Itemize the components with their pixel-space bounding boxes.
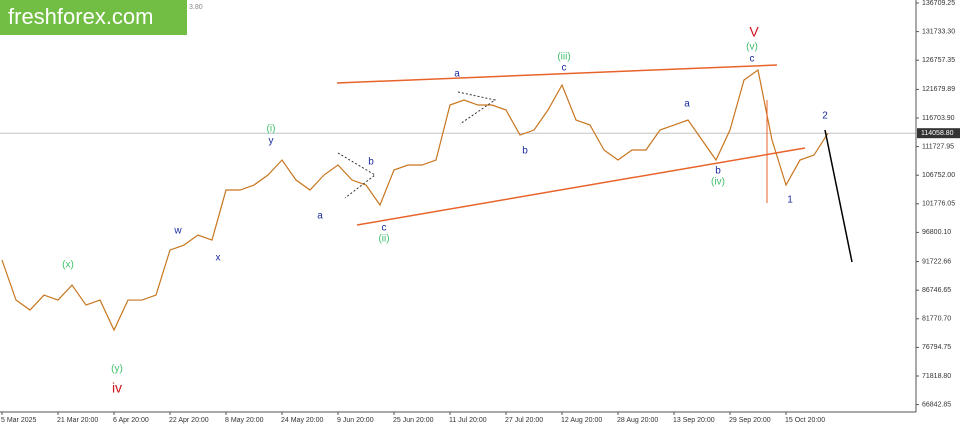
wave-label: b — [368, 157, 374, 168]
x-tick-label: 15 Oct 20:00 — [785, 417, 825, 424]
x-tick-label: 21 Mar 20:00 — [57, 417, 98, 424]
y-tick-label: 81770.70 — [922, 316, 951, 323]
wave-label: (iv) — [711, 177, 725, 188]
y-tick-label: 116703.90 — [922, 115, 955, 122]
triangle — [457, 91, 497, 125]
x-tick-label: 13 Sep 20:00 — [673, 417, 715, 424]
wave-label: (iii) — [557, 52, 570, 63]
wave-label: c — [750, 54, 755, 65]
x-tick-label: 5 Mar 2025 — [1, 417, 37, 424]
x-tick-label: 27 Jul 20:00 — [505, 417, 543, 424]
wave-label: a — [454, 69, 460, 80]
brand: freshforex.com — [8, 4, 154, 29]
wave-label: c — [562, 63, 567, 74]
forecast-line — [824, 129, 853, 263]
x-tick-label: 24 May 20:00 — [281, 417, 324, 424]
current-price-label: 114058.80 — [921, 130, 954, 137]
y-tick-label: 106752.00 — [922, 172, 955, 179]
x-tick-label: 28 Aug 20:00 — [617, 417, 658, 424]
y-tick-label: 96800.10 — [922, 229, 951, 236]
y-tick-label: 101776.05 — [922, 201, 955, 208]
x-tick-label: 8 May 20:00 — [225, 417, 264, 424]
trend-line — [336, 64, 778, 84]
current-price-box — [917, 128, 960, 139]
y-tick-label: 111727.95 — [922, 143, 954, 150]
header-fragment: 3.80 — [189, 4, 203, 11]
wave-label: V — [749, 24, 759, 40]
x-tick-label: 25 Jun 20:00 — [393, 417, 434, 424]
x-tick-label: 29 Sep 20:00 — [729, 417, 771, 424]
wave-label: x — [216, 253, 221, 264]
y-tick-label: 71818.80 — [922, 373, 951, 380]
y-tick-label: 126757.35 — [922, 57, 955, 64]
wave-label: (v) — [746, 42, 758, 53]
wave-label: (x) — [62, 260, 74, 271]
wave-label: y — [269, 136, 274, 147]
wave-label: (y) — [111, 364, 123, 375]
wave-label: 1 — [787, 195, 793, 206]
y-tick-label: 86746.65 — [922, 287, 951, 294]
wave-label: 2 — [822, 111, 828, 122]
wave-label: b — [715, 166, 721, 177]
price-line — [1, 68, 829, 332]
triangle — [337, 152, 376, 199]
y-tick-label: 136709.25 — [922, 0, 955, 7]
wave-label: c — [382, 223, 387, 234]
y-tick-label: 66842.85 — [922, 401, 951, 408]
trend-line — [356, 147, 806, 226]
wave-label: a — [684, 99, 690, 110]
wave-label: (ii) — [378, 234, 389, 245]
wave-label: iv — [112, 380, 122, 396]
wave-label: (i) — [267, 124, 276, 135]
wave-label: a — [317, 211, 323, 222]
y-tick-label: 76794.75 — [922, 344, 951, 351]
y-tick-label: 91722.66 — [922, 258, 951, 265]
x-tick-label: 9 Jun 20:00 — [337, 417, 374, 424]
y-tick-label: 121679.89 — [922, 86, 955, 93]
wave-label: b — [522, 146, 528, 157]
x-tick-label: 22 Apr 20:00 — [169, 417, 209, 424]
wave-label: w — [173, 226, 182, 237]
x-tick-label: 11 Jul 20:00 — [449, 417, 487, 424]
logo-box — [0, 0, 187, 35]
x-tick-label: 12 Aug 20:00 — [561, 417, 602, 424]
y-tick-label: 131733.30 — [922, 28, 955, 35]
x-tick-label: 6 Apr 20:00 — [113, 417, 149, 424]
